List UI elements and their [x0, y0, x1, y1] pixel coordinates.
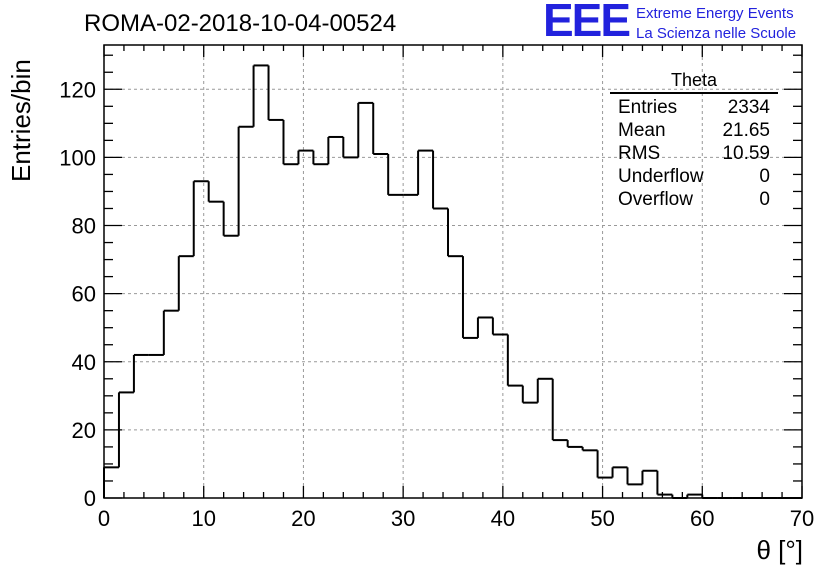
stats-row-underflow: Underflow 0 — [610, 165, 778, 188]
y-tick-label: 120 — [59, 77, 96, 102]
stats-label: Entries — [618, 96, 677, 119]
y-tick-label: 0 — [84, 486, 96, 511]
stats-value: 2334 — [728, 96, 770, 119]
x-tick-label: 20 — [291, 506, 315, 531]
stats-label: Underflow — [618, 165, 704, 188]
x-tick-label: 30 — [391, 506, 415, 531]
stats-label: Overflow — [618, 188, 693, 211]
stats-title: Theta — [610, 70, 778, 94]
x-tick-label: 60 — [690, 506, 714, 531]
x-tick-label: 40 — [491, 506, 515, 531]
y-tick-label: 100 — [59, 145, 96, 170]
stats-box: Theta Entries 2334 Mean 21.65 RMS 10.59 … — [610, 70, 778, 211]
x-axis-label: θ [°] — [756, 535, 803, 566]
y-tick-label: 40 — [72, 350, 96, 375]
x-tick-label: 10 — [191, 506, 215, 531]
x-tick-label: 0 — [98, 506, 110, 531]
x-tick-label: 50 — [590, 506, 614, 531]
y-tick-label: 80 — [72, 214, 96, 239]
logo-line-1: Extreme Energy Events — [636, 5, 794, 22]
stats-label: Mean — [618, 119, 666, 142]
y-tick-label: 60 — [72, 282, 96, 307]
stats-row-overflow: Overflow 0 — [610, 188, 778, 211]
stats-value: 10.59 — [722, 142, 770, 165]
x-tick-label: 70 — [790, 506, 814, 531]
stats-row-entries: Entries 2334 — [610, 96, 778, 119]
logo-line-2: La Scienza nelle Scuole — [636, 25, 796, 42]
eee-logo: EEE — [543, 0, 629, 43]
stats-label: RMS — [618, 142, 660, 165]
stats-value: 21.65 — [722, 119, 770, 142]
stats-value: 0 — [759, 188, 770, 211]
y-axis-label: Entries/bin — [6, 59, 37, 182]
stats-value: 0 — [759, 165, 770, 188]
chart-title: ROMA-02-2018-10-04-00524 — [84, 10, 396, 38]
y-tick-label: 20 — [72, 418, 96, 443]
stats-row-mean: Mean 21.65 — [610, 119, 778, 142]
stats-row-rms: RMS 10.59 — [610, 142, 778, 165]
